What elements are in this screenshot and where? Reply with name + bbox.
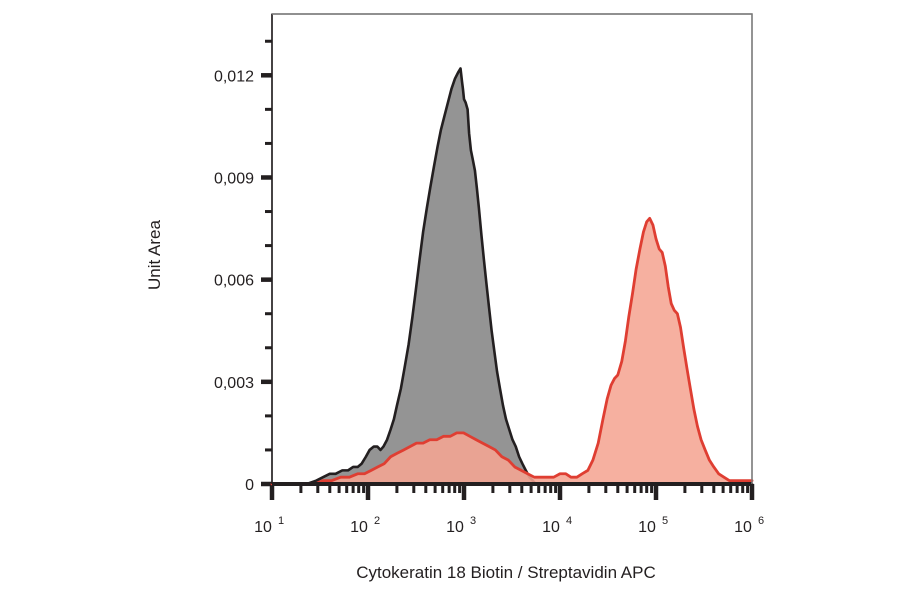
x-tick-label-exponent: 2 (374, 515, 380, 527)
x-tick-label: 10 3 (446, 515, 476, 536)
x-tick-label-base: 10 (638, 519, 656, 536)
y-tick-label: 0,012 (214, 68, 254, 85)
y-axis-minor-ticks (265, 39, 272, 452)
x-axis-tick-labels: 10 1 10 2 10 3 10 4 10 5 10 6 (254, 515, 764, 536)
histogram-series-2 (270, 216, 754, 486)
x-tick-label-exponent: 1 (278, 515, 284, 527)
x-tick-label-exponent: 4 (566, 515, 572, 527)
x-axis-baseline (271, 13, 753, 486)
histogram-series-layer (270, 67, 754, 486)
x-tick-label-base: 10 (542, 519, 560, 536)
x-tick-label: 10 4 (542, 515, 572, 536)
x-tick-label: 10 1 (254, 515, 284, 536)
series-fill (272, 218, 752, 484)
y-axis-title: Unit Area (145, 219, 164, 289)
x-tick-label: 10 6 (734, 515, 764, 536)
x-tick-label-base: 10 (734, 519, 752, 536)
x-tick-label-base: 10 (350, 519, 368, 536)
x-axis-major-ticks (269, 484, 755, 500)
series-outline (270, 67, 754, 486)
histogram-series-1 (270, 67, 754, 486)
x-tick-label-exponent: 3 (470, 515, 476, 527)
x-tick-label-exponent: 5 (662, 515, 668, 527)
x-tick-label-base: 10 (254, 519, 272, 536)
x-tick-label: 10 2 (350, 515, 380, 536)
y-tick-label: 0 (245, 477, 254, 494)
y-tick-label: 0,009 (214, 170, 254, 187)
x-axis-title: Cytokeratin 18 Biotin / Streptavidin APC (356, 563, 656, 582)
series-outline (270, 216, 754, 486)
y-tick-label: 0,003 (214, 375, 254, 392)
x-tick-label-exponent: 6 (758, 515, 764, 527)
x-tick-label: 10 5 (638, 515, 668, 536)
y-tick-label: 0,006 (214, 273, 254, 290)
y-axis-major-ticks (261, 73, 272, 487)
y-axis-tick-labels: 0 0,003 0,006 0,009 0,012 (214, 68, 254, 494)
x-tick-label-base: 10 (446, 519, 464, 536)
